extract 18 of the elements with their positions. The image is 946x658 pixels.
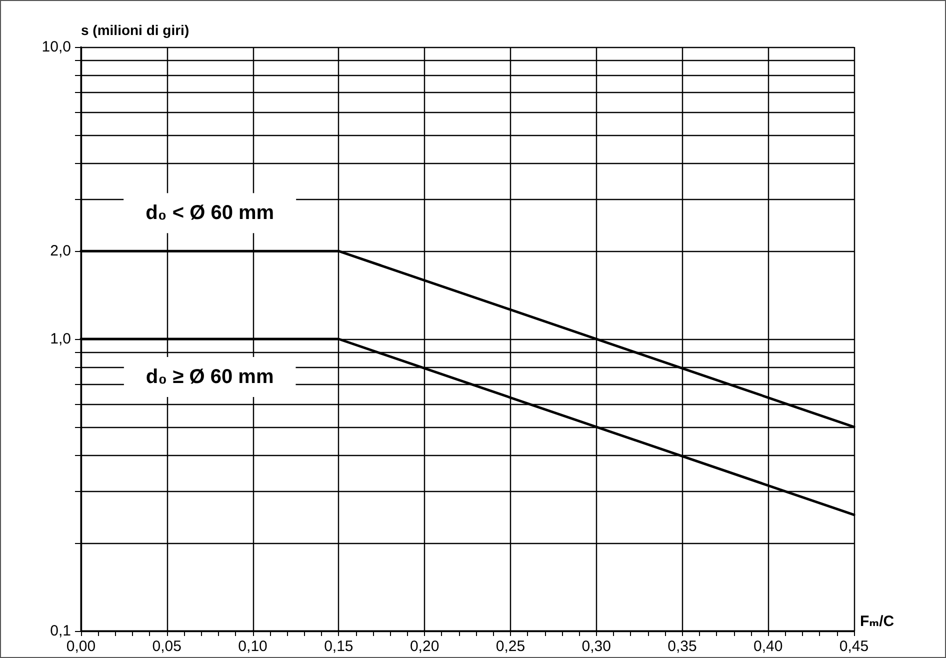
y-tick-label: 10,0 [42,38,71,56]
y-tick-label: 2,0 [50,242,71,260]
x-tick-label: 0,20 [410,638,440,655]
x-tick-label: 0,10 [238,638,268,655]
y-tick-label: 0,1 [50,622,71,640]
x-tick-label: 0,05 [152,638,182,655]
y-axis-title: s (milioni di giri) [81,22,190,38]
annotation: d₀ ≥ Ø 60 mm [146,366,274,388]
annotation: d₀ < Ø 60 mm [146,202,274,224]
x-tick-label: 0,25 [496,638,526,655]
x-axis-title: Fₘ/C [860,613,894,630]
x-tick-label: 0,45 [839,638,869,655]
x-tick-label: 0,30 [582,638,611,655]
x-tick-label: 0,00 [66,638,96,655]
y-tick-label: 1,0 [50,330,71,348]
x-tick-label: 0,40 [754,638,783,655]
x-tick-label: 0,15 [324,638,354,655]
x-tick-label: 0,35 [668,638,697,655]
